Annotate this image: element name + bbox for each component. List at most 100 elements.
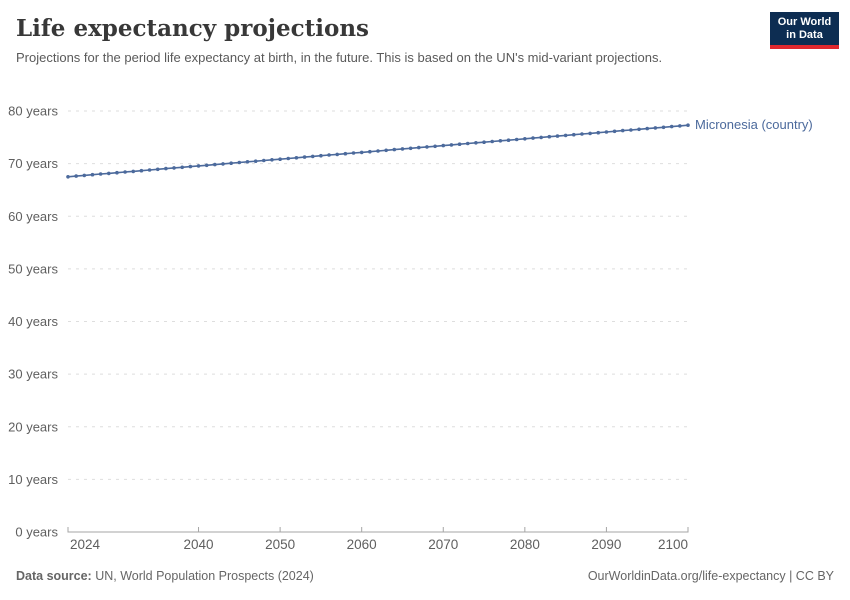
x-tick-label: 2070	[428, 537, 458, 552]
data-point	[261, 158, 266, 163]
y-tick-label: 0 years	[15, 525, 58, 540]
data-point	[229, 161, 233, 165]
data-point	[359, 150, 364, 155]
data-point	[678, 124, 682, 128]
data-point	[457, 142, 462, 146]
y-tick-label: 60 years	[8, 209, 58, 224]
data-point	[563, 133, 568, 138]
series-label: Micronesia (country)	[695, 117, 813, 132]
data-point	[531, 136, 535, 140]
data-point	[580, 132, 584, 136]
data-point	[302, 155, 307, 159]
data-point	[237, 160, 242, 165]
owid-logo-line1: Our World	[777, 15, 832, 28]
y-tick-label: 10 years	[8, 472, 58, 487]
data-point	[449, 143, 454, 147]
data-point	[482, 140, 486, 144]
data-point	[465, 141, 470, 146]
owid-logo: Our World in Data	[770, 12, 839, 49]
data-point	[310, 154, 315, 159]
data-point	[433, 144, 437, 149]
data-point	[474, 141, 478, 145]
data-point	[441, 143, 446, 148]
x-tick-label: 2040	[184, 537, 214, 552]
data-point	[123, 170, 127, 174]
owid-logo-line2: in Data	[786, 28, 823, 41]
data-point	[343, 151, 348, 156]
data-point	[164, 166, 168, 171]
chart-footer: Data source: UN, World Population Prospe…	[16, 568, 834, 584]
data-point	[571, 132, 576, 137]
chart-title: Life expectancy projections	[16, 15, 370, 42]
data-point	[612, 129, 617, 134]
data-point	[620, 128, 625, 133]
y-tick-label: 80 years	[8, 104, 58, 119]
data-source-text: UN, World Population Prospects (2024)	[91, 569, 314, 583]
data-point	[661, 125, 666, 130]
x-tick-label: 2090	[591, 537, 621, 552]
data-point	[376, 149, 380, 153]
data-point	[547, 134, 552, 139]
x-tick-label: 2024	[70, 537, 101, 552]
data-point	[604, 130, 609, 134]
chart-subtitle: Projections for the period life expectan…	[16, 50, 663, 65]
data-point	[637, 127, 641, 132]
data-point	[416, 145, 421, 150]
data-point	[172, 166, 176, 170]
data-point	[98, 172, 103, 176]
y-tick-label: 40 years	[8, 314, 58, 329]
y-tick-label: 70 years	[8, 156, 58, 171]
data-point	[368, 149, 372, 154]
data-point	[539, 135, 543, 140]
data-point	[188, 164, 193, 169]
data-point	[180, 165, 185, 170]
data-point	[588, 131, 592, 136]
data-point	[82, 173, 87, 178]
data-point	[653, 126, 658, 130]
data-point	[139, 168, 144, 173]
data-point	[106, 171, 111, 176]
chart-header: Life expectancy projections Projections …	[16, 16, 756, 67]
data-point	[384, 148, 388, 153]
data-point	[221, 162, 225, 166]
data-point	[278, 157, 282, 161]
y-tick-label: 30 years	[8, 367, 58, 382]
data-point	[196, 164, 201, 168]
data-point	[514, 137, 519, 142]
data-point	[400, 147, 405, 151]
data-point	[523, 137, 527, 141]
data-point	[596, 130, 601, 135]
x-tick-label: 2100	[658, 537, 688, 552]
data-point	[286, 156, 291, 161]
data-point	[629, 128, 633, 132]
data-point	[270, 158, 274, 162]
y-tick-label: 50 years	[8, 261, 58, 276]
data-point	[490, 139, 495, 144]
data-point	[147, 168, 152, 172]
data-point	[155, 167, 160, 172]
data-point	[66, 175, 70, 179]
y-tick-label: 20 years	[8, 419, 58, 434]
data-point	[131, 169, 136, 174]
data-source: Data source: UN, World Population Prospe…	[16, 568, 314, 584]
data-point	[253, 159, 258, 163]
citation: OurWorldinData.org/life-expectancy | CC …	[587, 569, 834, 583]
x-tick-label: 2060	[347, 537, 377, 552]
x-tick-label: 2050	[265, 537, 295, 552]
data-point	[498, 139, 503, 143]
x-tick-label: 2080	[510, 537, 540, 552]
data-source-label: Data source:	[16, 569, 92, 583]
data-point	[645, 126, 650, 131]
data-point	[392, 147, 397, 152]
data-point	[408, 146, 413, 151]
data-point	[335, 152, 340, 157]
data-point	[319, 153, 323, 158]
data-point	[425, 145, 429, 149]
data-point	[294, 156, 299, 160]
data-point	[327, 153, 331, 157]
data-point	[351, 151, 356, 155]
data-point	[115, 170, 119, 175]
data-point	[204, 163, 209, 168]
data-point	[245, 160, 250, 164]
